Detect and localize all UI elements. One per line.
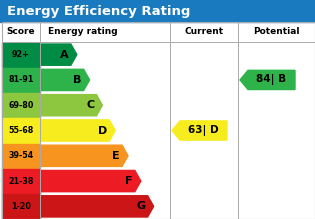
Text: Score: Score (7, 28, 35, 37)
Text: G: G (136, 201, 146, 211)
Text: 55-68: 55-68 (8, 126, 34, 135)
Text: B: B (73, 75, 82, 85)
Polygon shape (41, 170, 141, 192)
Bar (0, 0, 315, 22)
Text: 69-80: 69-80 (8, 101, 34, 110)
Text: 81-91: 81-91 (8, 75, 34, 85)
Text: C: C (86, 100, 94, 110)
Bar (2, 194, 40, 219)
Bar (2, 42, 40, 67)
Text: 1-20: 1-20 (11, 202, 31, 211)
Text: E: E (112, 151, 120, 161)
Polygon shape (240, 70, 295, 90)
Bar (2, 22, 315, 219)
Polygon shape (172, 121, 227, 140)
Polygon shape (41, 196, 154, 217)
Text: 84| B: 84| B (256, 74, 287, 85)
Text: Current: Current (185, 28, 224, 37)
Text: 39-54: 39-54 (9, 151, 34, 160)
Text: D: D (98, 125, 107, 136)
Bar (2, 169, 40, 194)
Text: 92+: 92+ (12, 50, 30, 59)
Bar (2, 22, 315, 42)
Bar (2, 68, 40, 93)
Polygon shape (41, 69, 90, 90)
Bar (2, 144, 40, 168)
Polygon shape (41, 145, 128, 166)
Text: 21-38: 21-38 (8, 177, 34, 185)
Text: F: F (125, 176, 133, 186)
Text: Energy Efficiency Rating: Energy Efficiency Rating (7, 5, 190, 18)
Text: Potential: Potential (253, 28, 300, 37)
Bar (2, 93, 40, 118)
Polygon shape (41, 120, 115, 141)
Bar (2, 118, 40, 143)
Polygon shape (41, 95, 102, 116)
Polygon shape (41, 44, 77, 65)
Text: 63| D: 63| D (188, 125, 219, 136)
Text: A: A (60, 50, 69, 60)
Text: Energy rating: Energy rating (48, 28, 117, 37)
